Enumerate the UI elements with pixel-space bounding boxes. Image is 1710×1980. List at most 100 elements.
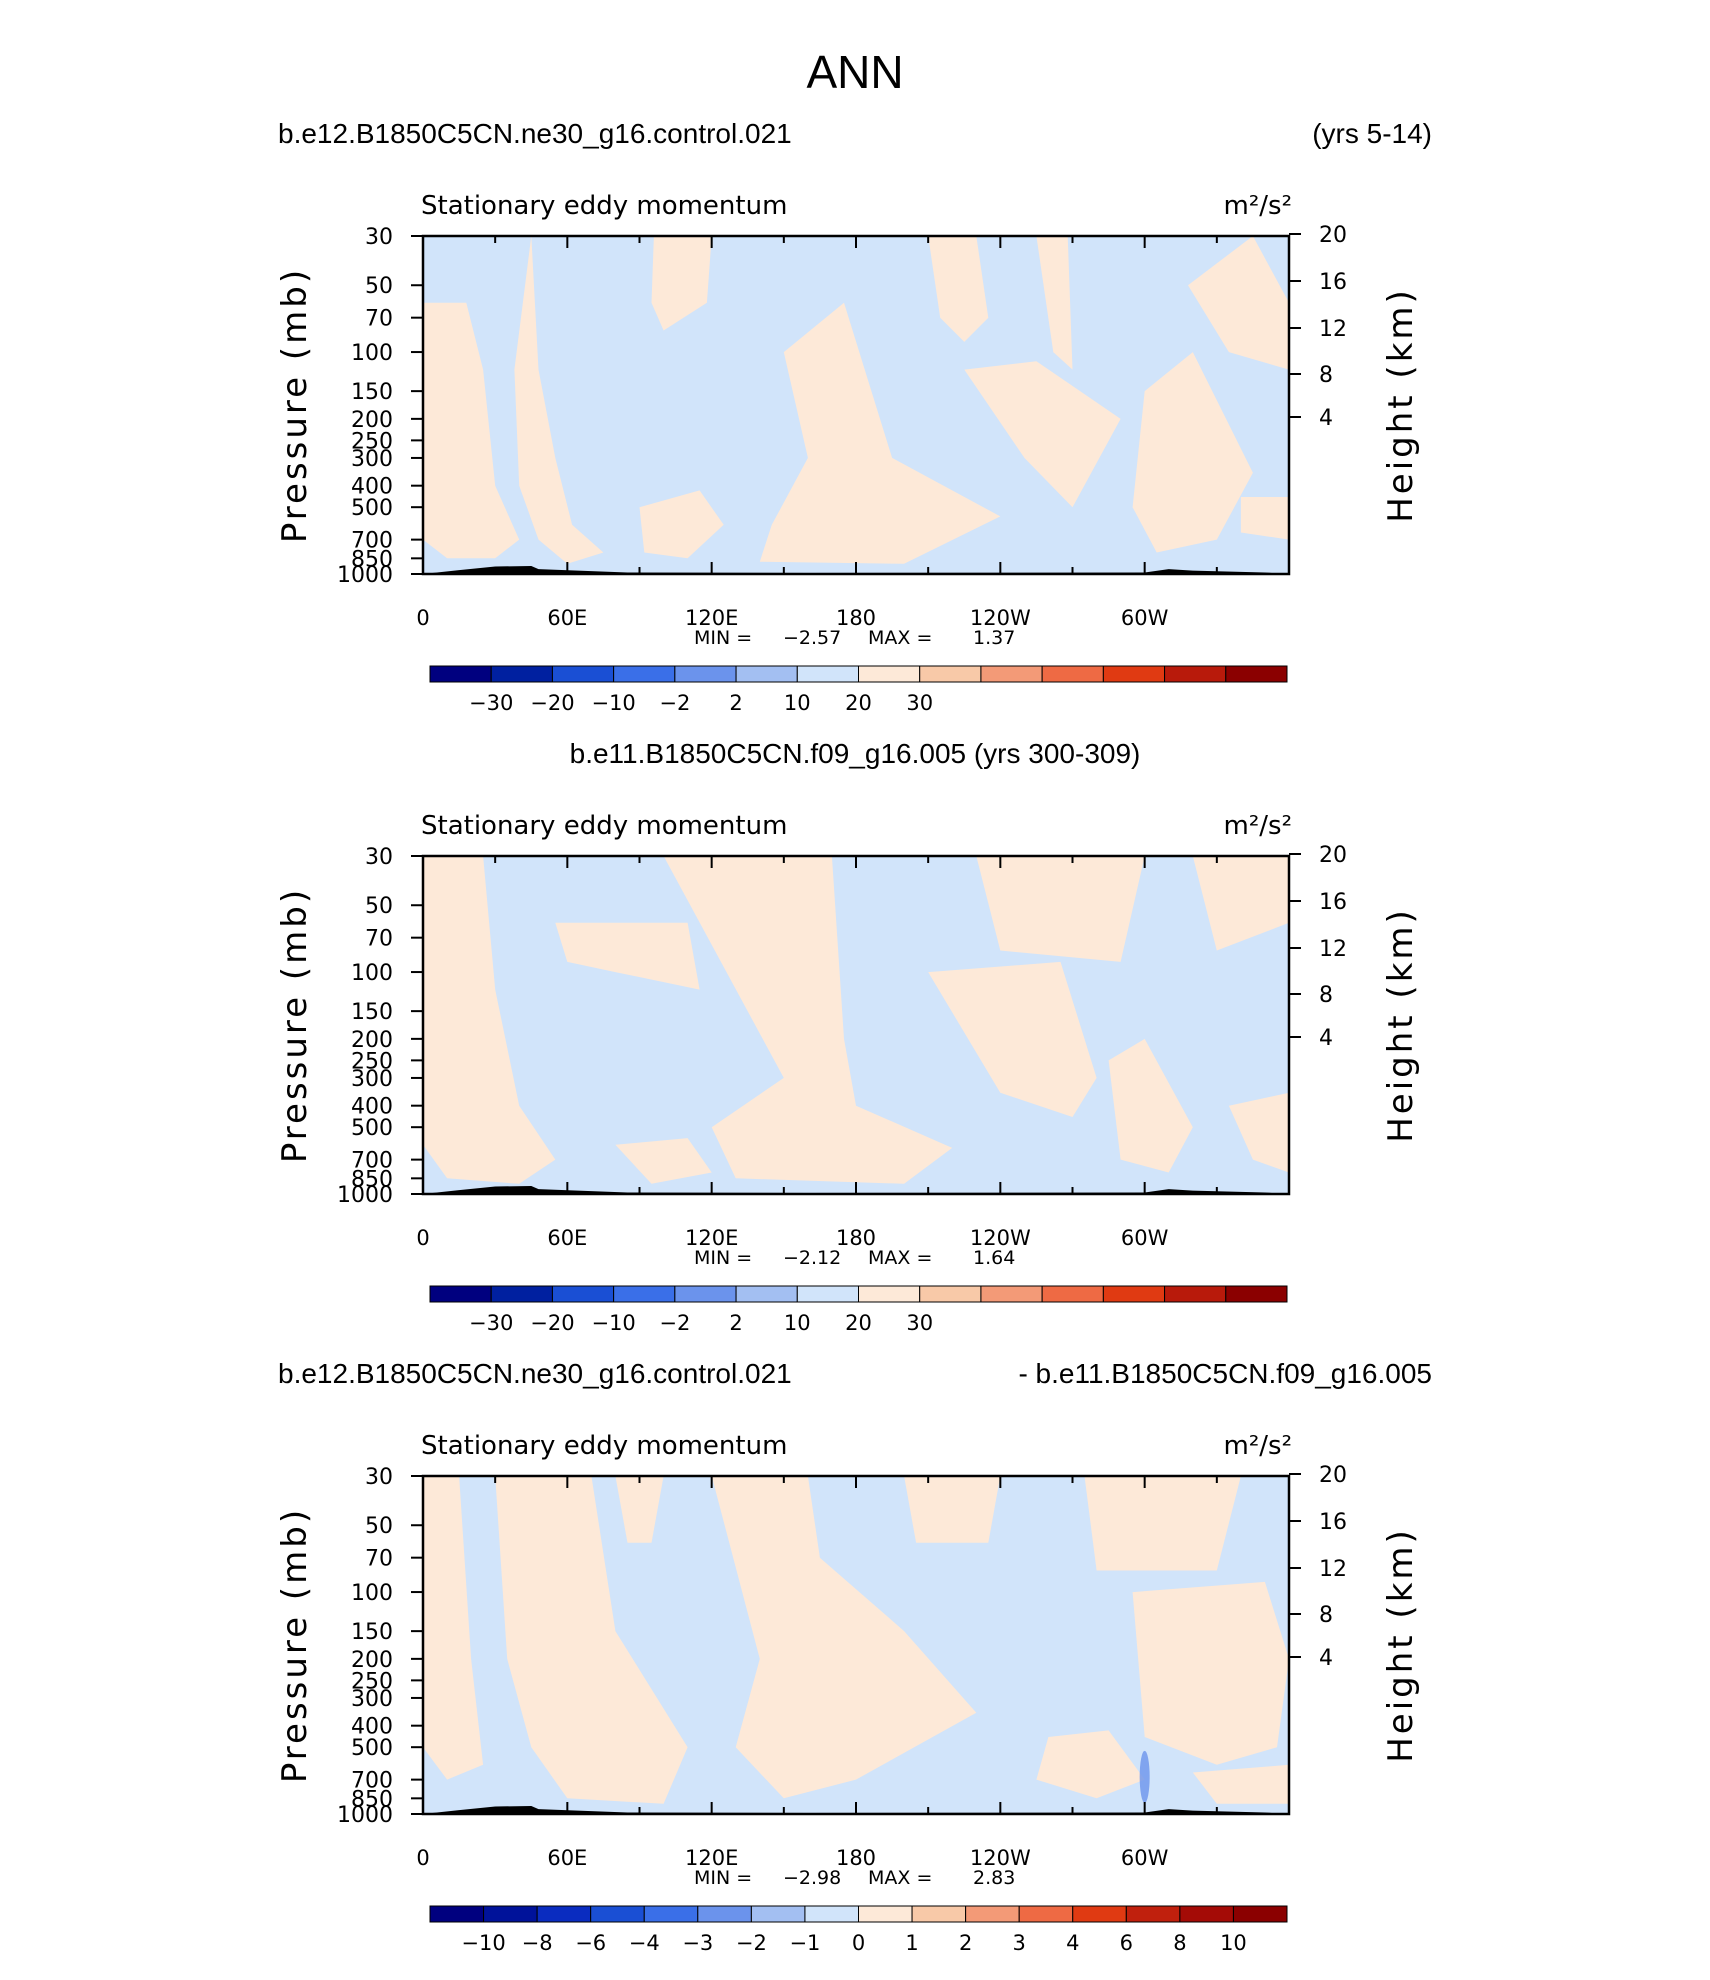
y-tick-label: 400: [351, 1715, 393, 1740]
colorbar-swatch: [1179, 1905, 1234, 1923]
colorbar-label: 3: [1013, 1931, 1026, 1955]
colorbar-swatch: [490, 1285, 553, 1303]
y-tick-label: 50: [365, 1514, 393, 1539]
colorbar-swatch: [536, 1905, 592, 1923]
colorbar-label: −10: [591, 691, 635, 715]
colorbar-label: −10: [591, 1311, 635, 1335]
case-left-label: b.e12.B1850C5CN.ne30_g16.control.021: [278, 118, 792, 149]
colorbar-label: −4: [629, 1931, 660, 1955]
colorbar-label: 1: [905, 1931, 918, 1955]
y-tick-label: 700: [351, 1149, 393, 1174]
y-tick-label: 250: [351, 1669, 393, 1694]
positive-region-8: [1036, 1730, 1145, 1799]
max-label: MAX =: [868, 1247, 932, 1269]
max-value: 1.37: [973, 627, 1015, 649]
colorbar-swatch: [858, 1285, 921, 1303]
colorbar-label: −2: [659, 1311, 690, 1335]
y2-ticks: 4 8 12 16 20: [1289, 223, 1347, 431]
y2-axis-title: Height (km): [1381, 1527, 1421, 1763]
y-tick-label: 400: [351, 1095, 393, 1120]
colorbar-swatch: [1102, 1285, 1166, 1303]
positive-region-8: [1192, 856, 1289, 951]
positive-region-1: [423, 1476, 484, 1780]
positive-region-10: [1188, 236, 1289, 370]
y-tick-label: 100: [351, 341, 393, 366]
y-tick-label: 150: [351, 1000, 393, 1025]
positive-region-2: [555, 922, 700, 990]
colorbar-label: −3: [682, 1931, 713, 1955]
max-value: 1.64: [973, 1247, 1015, 1269]
figure-title: ANN: [806, 46, 903, 98]
colorbar-label: 0: [852, 1931, 865, 1955]
colorbar-label: 6: [1120, 1931, 1133, 1955]
colorbar-label: −20: [530, 691, 574, 715]
colorbar: −30 −20 −10 −2 2 10 20 30: [429, 665, 1288, 715]
colorbar-swatch: [1164, 665, 1227, 683]
y-axis-title: Pressure (mb): [275, 267, 315, 543]
stats: MIN = −2.98 MAX = 2.83: [694, 1867, 1015, 1889]
positive-region-4: [639, 490, 724, 559]
colorbar-swatch: [796, 1285, 859, 1303]
colorbar-swatch: [804, 1905, 860, 1923]
colorbar-label: −30: [469, 691, 513, 715]
y-tick-label: 850: [351, 1787, 393, 1812]
y2-tick-label: 8: [1319, 983, 1333, 1008]
case-center-label: b.e11.B1850C5CN.f09_g16.005 (yrs 300-309…: [570, 738, 1141, 769]
y-tick-label: 200: [351, 1648, 393, 1673]
y-tick-label: 250: [351, 1049, 393, 1074]
colorbar-swatch: [735, 665, 798, 683]
positive-region-9: [1228, 1092, 1289, 1173]
x-ticks: 0 60E 120E 180 120W 60W: [416, 856, 1290, 1250]
y-tick-label: 250: [351, 429, 393, 454]
colorbar-swatch: [919, 665, 982, 683]
y-tick-label: 700: [351, 1769, 393, 1794]
y2-ticks: 4 8 12 16 20: [1289, 843, 1347, 1051]
y2-tick-label: 16: [1319, 1510, 1347, 1535]
negative-core: [1139, 1750, 1150, 1803]
colorbar-label: 30: [906, 691, 933, 715]
positive-region-3: [615, 1476, 664, 1543]
x-tick-label: 60W: [1121, 606, 1169, 630]
positive-region-9: [1192, 1764, 1289, 1804]
colorbar-swatch: [483, 1905, 538, 1923]
x-tick-label: 120E: [685, 606, 738, 630]
y-tick-label: 850: [351, 1167, 393, 1192]
colorbar-swatch: [590, 1905, 645, 1923]
y-tick-label: 700: [351, 529, 393, 554]
colorbar-swatch: [796, 665, 859, 683]
colorbar-swatch: [490, 665, 553, 683]
stats: MIN = −2.12 MAX = 1.64: [694, 1247, 1015, 1269]
colorbar-label: −2: [659, 691, 690, 715]
x-tick-label: 120E: [685, 1846, 738, 1870]
colorbar-swatch: [750, 1905, 806, 1923]
y-tick-label: 200: [351, 1028, 393, 1053]
contour-fills: [423, 236, 1289, 574]
y-tick-label: 500: [351, 496, 393, 521]
y-tick-label: 70: [365, 927, 393, 952]
colorbar-label: 8: [1173, 1931, 1186, 1955]
units-label: m²/s²: [1224, 811, 1292, 841]
colorbar-swatch: [613, 1285, 676, 1303]
colorbar-swatch: [735, 1285, 798, 1303]
x-tick-label: 180: [836, 1226, 876, 1250]
positive-region-4: [711, 1476, 977, 1799]
colorbar-swatch: [429, 665, 492, 683]
colorbar-swatch: [674, 665, 737, 683]
y2-tick-label: 20: [1319, 223, 1347, 248]
positive-region-11: [1240, 497, 1289, 540]
max-label: MAX =: [868, 1867, 932, 1889]
colorbar-label: −30: [469, 1311, 513, 1335]
max-value: 2.83: [973, 1867, 1015, 1889]
positive-region-7: [1108, 1038, 1193, 1173]
colorbar-label: 30: [906, 1311, 933, 1335]
case-left-label: b.e12.B1850C5CN.ne30_g16.control.021: [278, 1358, 792, 1389]
colorbar-label: 20: [845, 1311, 872, 1335]
y-tick-label: 30: [365, 1465, 393, 1490]
colorbar-label: 2: [729, 691, 742, 715]
x-tick-label: 0: [416, 606, 429, 630]
colorbar-swatch: [674, 1285, 737, 1303]
y-tick-label: 70: [365, 1547, 393, 1572]
colorbar: −10 −8 −6 −4 −3 −2 −1 0 1 2 3 4 6 8 10: [429, 1905, 1288, 1955]
y2-tick-label: 4: [1319, 1646, 1333, 1671]
